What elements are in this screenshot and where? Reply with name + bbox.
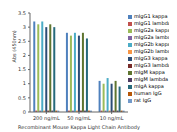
html-text:mIgG1 kappa: mIgG1 kappa <box>134 13 168 19</box>
svg-text:200 ng/mL: 200 ng/mL <box>33 115 60 122</box>
svg-text:2.5: 2.5 <box>18 38 26 44</box>
html-text:mIgG3 lambda: mIgG3 lambda <box>134 62 171 68</box>
html-text:mIgG2a lambda: mIgG2a lambda <box>134 34 174 40</box>
svg-text:50 ng/mL: 50 ng/mL <box>67 115 91 122</box>
svg-text:3.5: 3.5 <box>18 10 26 16</box>
svg-text:10 ng/mL: 10 ng/mL <box>100 115 124 122</box>
svg-text:0.5: 0.5 <box>18 95 26 101</box>
html-text:mIgM lambda: mIgM lambda <box>134 76 169 82</box>
html-text:rat IgG: rat IgG <box>134 97 152 103</box>
svg-text:Abs (450nm): Abs (450nm) <box>11 30 17 62</box>
svg-text:2: 2 <box>23 52 26 58</box>
html-text:mIgA kappa: mIgA kappa <box>134 83 164 89</box>
html-text:mIgG3 kappa: mIgG3 kappa <box>134 55 168 61</box>
svg-text:1.5: 1.5 <box>18 66 26 72</box>
html-text:mIgM kappa: mIgM kappa <box>134 69 165 75</box>
html-text:human IgG: human IgG <box>134 90 162 96</box>
svg-text:Recombinant Mouse Kappa Light: Recombinant Mouse Kappa Light Chain Anti… <box>18 124 140 130</box>
html-text:mIgG2b kappa: mIgG2b kappa <box>134 41 171 47</box>
html-text:mIgG2a kappa: mIgG2a kappa <box>134 27 171 33</box>
html-text:mIgG1 lambda: mIgG1 lambda <box>134 20 171 26</box>
svg-text:3: 3 <box>23 24 26 30</box>
svg-text:1: 1 <box>23 80 26 86</box>
html-text:mIgG2b lambda: mIgG2b lambda <box>133 48 174 54</box>
svg-text:0: 0 <box>23 109 26 115</box>
